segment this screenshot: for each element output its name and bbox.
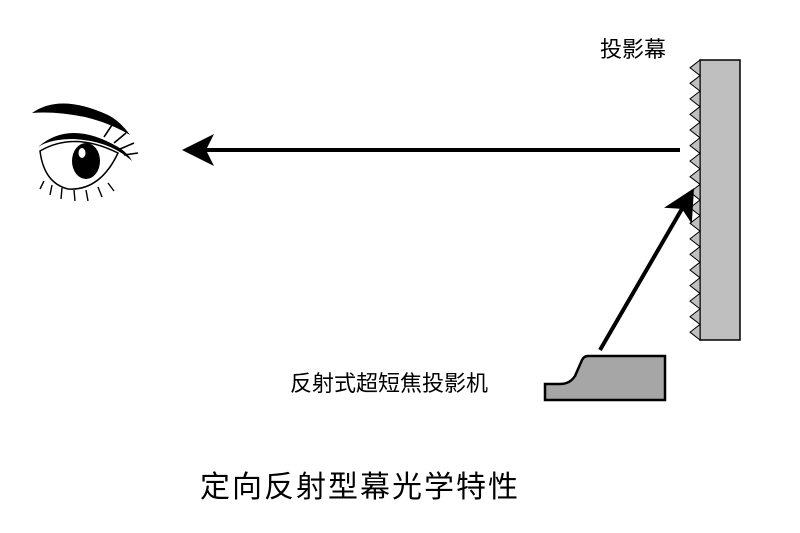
label-screen: 投影幕 xyxy=(600,32,666,64)
eye-icon xyxy=(32,103,138,201)
diagram-title: 定向反射型幕光学特性 xyxy=(200,462,520,506)
label-projector: 反射式超短焦投影机 xyxy=(290,366,488,398)
projector-shape xyxy=(545,356,665,400)
arrow-projected-light xyxy=(600,195,690,350)
projection-screen xyxy=(690,60,740,340)
diagram-canvas xyxy=(0,0,800,533)
